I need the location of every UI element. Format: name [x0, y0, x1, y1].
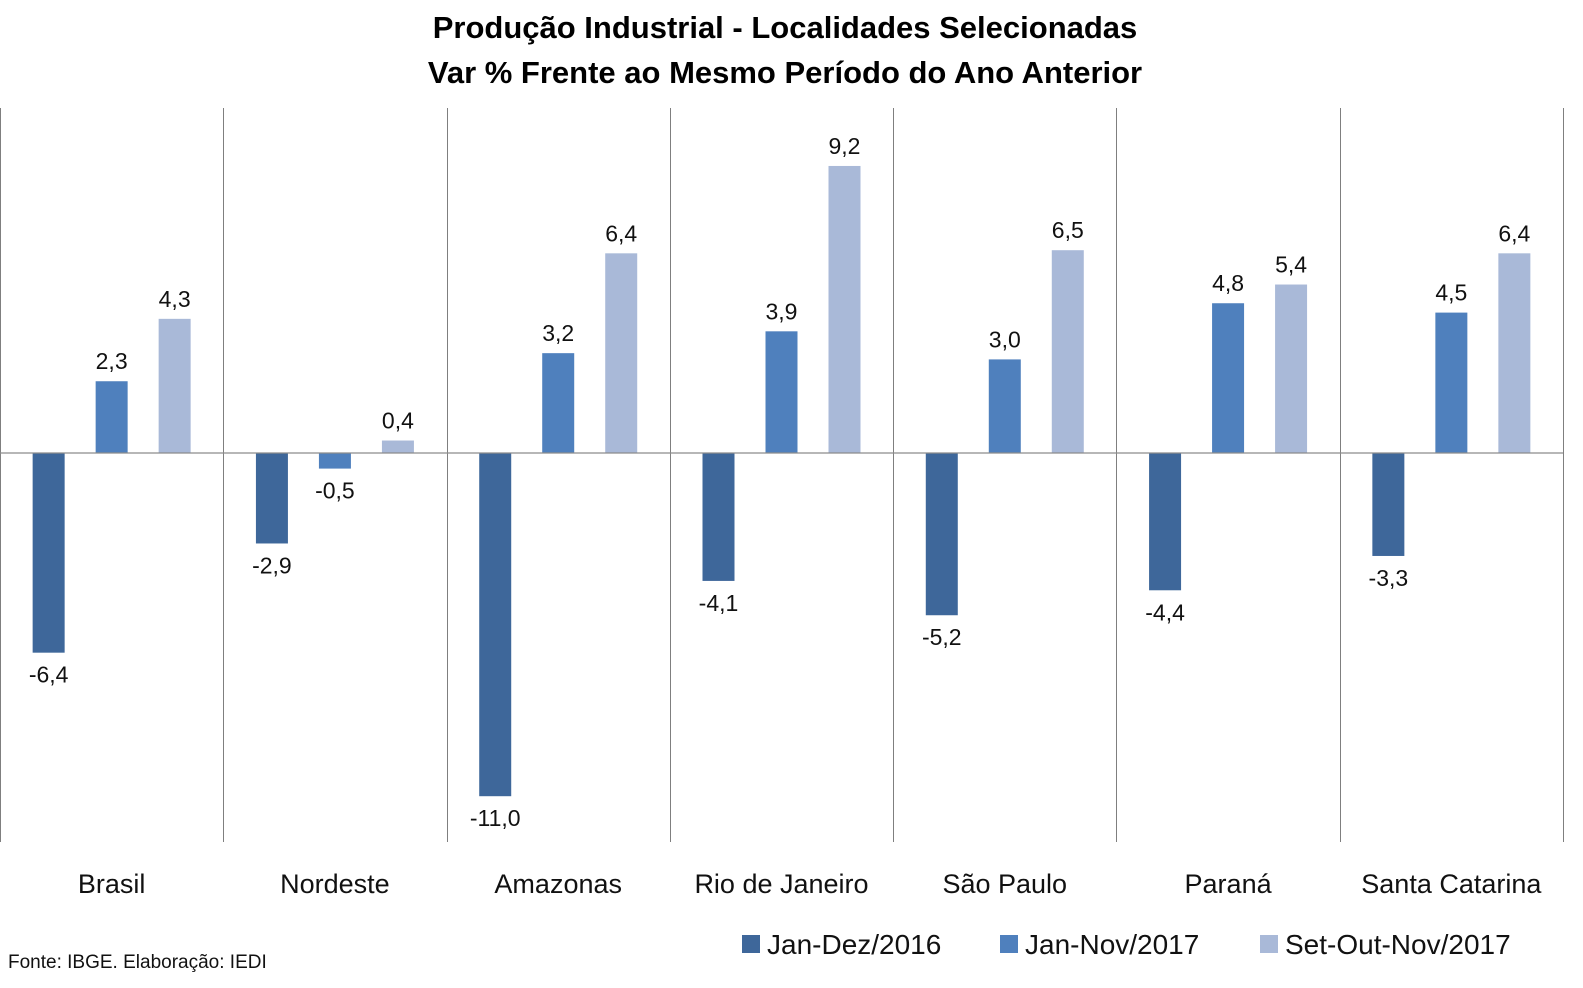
legend-swatch — [742, 935, 760, 953]
category-label: Santa Catarina — [1361, 869, 1542, 899]
data-label: 5,4 — [1275, 252, 1307, 278]
bar — [988, 359, 1021, 453]
bar — [542, 353, 575, 453]
bar — [381, 440, 414, 453]
bar — [158, 318, 191, 453]
data-label: 6,4 — [1498, 220, 1530, 246]
bar — [1275, 284, 1308, 453]
data-label: -6,4 — [29, 662, 69, 688]
legend-swatch — [1000, 935, 1018, 953]
bar — [1435, 312, 1468, 453]
data-label: 6,4 — [605, 220, 637, 246]
legend-label: Jan-Dez/2016 — [767, 929, 941, 960]
data-label: 4,3 — [159, 286, 191, 312]
bar — [1051, 250, 1084, 453]
bars — [32, 165, 1531, 797]
data-label: 4,8 — [1212, 270, 1244, 296]
bar — [479, 453, 512, 797]
data-label: 0,4 — [382, 408, 414, 434]
bar — [765, 331, 798, 453]
legend-label: Jan-Nov/2017 — [1025, 929, 1199, 960]
data-label: -4,1 — [699, 590, 739, 616]
bar — [255, 453, 288, 544]
data-label: 9,2 — [829, 133, 861, 159]
data-label: -5,2 — [922, 624, 962, 650]
bar — [925, 453, 958, 616]
data-label: 6,5 — [1052, 217, 1084, 243]
data-labels: -6,4 2,3 4,3 -2,9 -0,5 0,4 -11,0 3,2 6,4 -4,1 3,9 9… — [29, 133, 1531, 831]
bar — [318, 453, 351, 469]
data-label: -0,5 — [315, 478, 355, 504]
bar — [1149, 453, 1182, 591]
chart-subtitle: Var % Frente ao Mesmo Período do Ano Ant… — [428, 55, 1142, 90]
category-labels: Brasil Nordeste Amazonas Rio de Janeiro São … — [78, 869, 1543, 899]
data-label: -2,9 — [252, 552, 292, 578]
legend: Jan-Dez/2016 Jan-Nov/2017 Set-Out-Nov/2017 — [742, 929, 1511, 960]
bar — [605, 253, 638, 453]
category-label: Rio de Janeiro — [694, 869, 868, 899]
category-separators — [0, 108, 1564, 842]
category-label: Nordeste — [280, 869, 390, 899]
legend-label: Set-Out-Nov/2017 — [1285, 929, 1511, 960]
chart-title: Produção Industrial - Localidades Seleci… — [433, 10, 1138, 45]
data-label: -4,4 — [1145, 599, 1185, 625]
data-label: 4,5 — [1435, 280, 1467, 306]
category-label: Amazonas — [494, 869, 622, 899]
legend-swatch — [1260, 935, 1278, 953]
data-label: 2,3 — [96, 348, 128, 374]
data-label: 3,0 — [989, 326, 1021, 352]
bar — [702, 453, 735, 581]
bar — [95, 381, 128, 453]
bar — [1372, 453, 1405, 556]
bar — [1498, 253, 1531, 453]
bar — [32, 453, 65, 653]
category-label: Paraná — [1185, 869, 1273, 899]
source-note: Fonte: IBGE. Elaboração: IEDI — [8, 952, 267, 973]
bar — [828, 165, 861, 453]
data-label: -11,0 — [470, 805, 521, 831]
data-label: 3,2 — [542, 320, 574, 346]
data-label: -3,3 — [1369, 565, 1409, 591]
category-label: São Paulo — [942, 869, 1067, 899]
data-label: 3,9 — [766, 298, 798, 324]
category-label: Brasil — [78, 869, 146, 899]
bar — [1212, 303, 1245, 453]
